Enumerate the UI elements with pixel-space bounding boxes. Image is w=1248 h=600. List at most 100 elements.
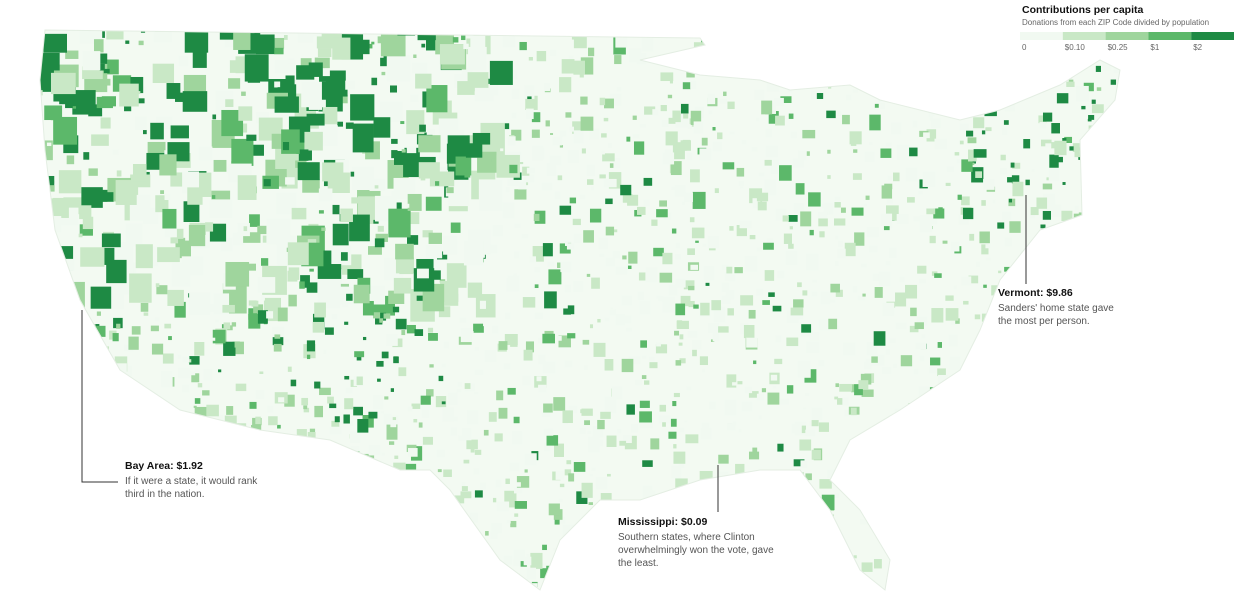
map-patch — [374, 238, 385, 248]
legend-label: $0.25 — [1108, 43, 1129, 52]
map-patch — [377, 378, 381, 382]
map-patch — [915, 342, 927, 350]
map-patch — [257, 436, 264, 445]
map-patch — [115, 180, 139, 205]
map-patch — [1078, 546, 1088, 555]
map-patch — [971, 93, 976, 98]
map-patch — [793, 203, 805, 215]
map-patch — [961, 554, 968, 560]
map-patch — [413, 54, 417, 58]
map-patch — [1080, 565, 1089, 572]
map-patch — [613, 229, 618, 233]
map-patch — [460, 547, 469, 558]
map-patch — [400, 121, 405, 125]
map-patch — [998, 270, 1002, 274]
map-patch — [1122, 200, 1134, 214]
map-patch — [243, 232, 261, 243]
map-patch — [83, 355, 89, 359]
map-patch — [673, 444, 677, 449]
map-patch — [536, 250, 544, 260]
map-patch — [683, 113, 689, 119]
map-patch — [444, 293, 459, 306]
map-patch — [1014, 508, 1025, 521]
map-patch — [567, 333, 576, 339]
map-patch — [679, 358, 686, 364]
map-patch — [623, 315, 632, 324]
map-patch — [202, 390, 210, 396]
map-patch — [687, 124, 692, 129]
map-patch — [957, 53, 963, 62]
map-patch — [542, 361, 556, 374]
map-patch — [1090, 457, 1096, 464]
map-patch — [984, 539, 994, 548]
map-patch — [686, 386, 692, 391]
map-patch — [900, 355, 913, 367]
map-patch — [403, 469, 412, 478]
map-patch — [349, 214, 370, 242]
map-patch — [465, 143, 483, 158]
map-patch — [524, 469, 528, 473]
map-patch — [811, 30, 820, 32]
map-patch — [369, 43, 373, 49]
map-patch — [774, 358, 783, 365]
map-patch — [297, 31, 314, 43]
map-patch — [935, 519, 945, 529]
map-patch — [86, 393, 96, 403]
map-patch — [1062, 570, 1074, 584]
map-patch — [395, 243, 414, 260]
map-patch — [826, 559, 837, 568]
map-patch — [317, 48, 332, 57]
map-patch — [348, 580, 362, 590]
map-patch — [839, 383, 853, 392]
map-patch — [259, 536, 265, 540]
map-patch — [110, 559, 115, 564]
map-patch — [559, 130, 567, 137]
map-patch — [1062, 137, 1067, 143]
map-patch — [98, 520, 109, 533]
map-patch — [506, 520, 511, 524]
map-patch — [668, 117, 676, 124]
map-patch — [1078, 493, 1087, 503]
map-patch — [349, 421, 354, 427]
map-patch — [860, 373, 872, 385]
map-patch — [1062, 182, 1066, 185]
map-patch — [752, 564, 764, 579]
map-patch — [658, 295, 664, 302]
map-patch — [464, 383, 471, 389]
map-patch — [927, 66, 939, 81]
map-patch — [353, 406, 363, 416]
map-patch — [435, 16, 440, 22]
map-patch — [523, 349, 533, 361]
map-patch — [834, 493, 839, 499]
map-patch — [135, 116, 147, 131]
map-patch — [331, 313, 338, 320]
map-patch — [324, 327, 334, 335]
map-patch — [835, 537, 840, 541]
map-patch — [401, 330, 406, 336]
map-patch — [303, 407, 310, 413]
map-patch — [317, 595, 328, 600]
map-patch — [211, 436, 222, 448]
map-patch — [848, 575, 862, 586]
map-patch — [626, 327, 633, 332]
map-patch — [720, 505, 727, 513]
map-patch — [550, 49, 557, 57]
map-patch — [180, 517, 184, 522]
map-patch — [668, 431, 677, 439]
map-patch — [86, 561, 96, 568]
map-patch — [47, 437, 51, 443]
map-patch — [970, 54, 974, 59]
map-patch — [931, 118, 941, 128]
map-patch — [992, 353, 1003, 366]
map-patch — [215, 576, 228, 590]
map-patch — [160, 371, 173, 388]
map-patch — [45, 376, 57, 393]
map-patch — [484, 349, 497, 363]
map-patch — [664, 149, 672, 154]
map-patch — [948, 334, 958, 347]
map-patch — [846, 461, 852, 466]
map-patch — [708, 498, 721, 512]
map-patch — [507, 275, 520, 292]
map-patch — [528, 56, 533, 61]
map-patch — [555, 470, 565, 480]
